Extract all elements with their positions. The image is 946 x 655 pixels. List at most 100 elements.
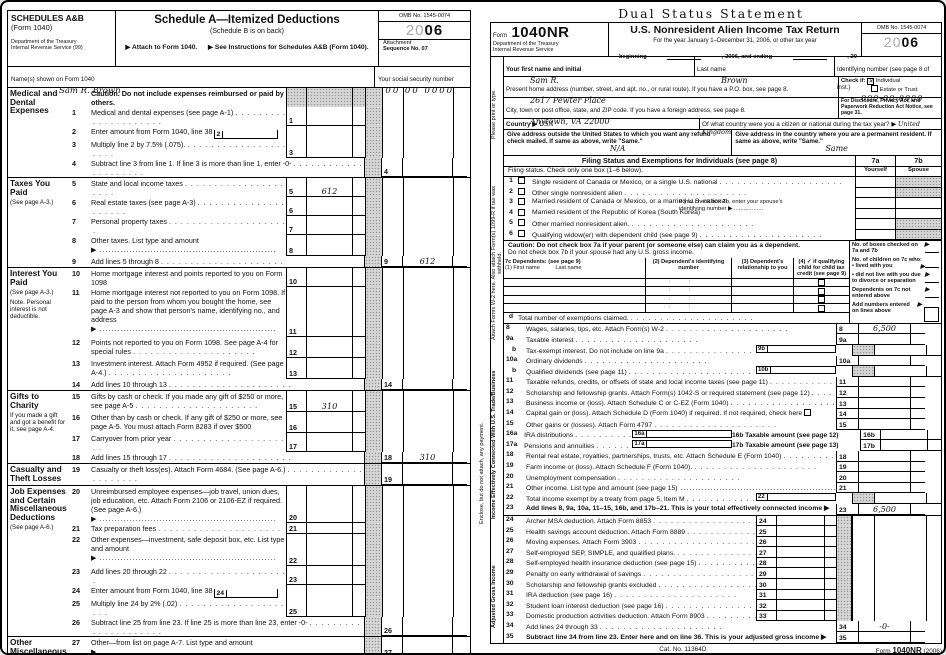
dependent-qc-checkbox[interactable] (818, 304, 825, 312)
sa-line-18-amount[interactable]: 310 (402, 452, 452, 463)
country-field[interactable]: USA (538, 120, 554, 128)
home-address-field[interactable]: 2617 Pewter Place (530, 96, 606, 105)
sa-line-2-inline-box[interactable]: 2 (214, 130, 279, 139)
filing-checkbox-4[interactable] (518, 208, 525, 216)
identifying-number-field[interactable]: 000-00-0000 (861, 94, 924, 103)
nr-line-21-amount[interactable] (858, 482, 910, 494)
dependent-relation-field[interactable] (731, 304, 793, 312)
sa-line-8-amount[interactable] (306, 235, 352, 256)
sa-line-14-amount[interactable] (402, 379, 452, 390)
box-7a-6[interactable] (855, 229, 895, 240)
nr-line-23-amount[interactable]: 6,500 (858, 503, 910, 515)
sa-line-4-amount[interactable] (402, 158, 452, 177)
sa-line-5-amount[interactable]: 612 (306, 178, 352, 197)
sa-line-13-amount[interactable] (306, 358, 352, 379)
dependent-id-field[interactable]: :: (645, 304, 731, 312)
nr-line-22-box[interactable]: 22 (756, 493, 836, 502)
nr-line-17a-box[interactable]: 17a (632, 440, 732, 449)
nr-line-33-amount[interactable] (776, 610, 824, 622)
nr-line-11-amount[interactable] (858, 376, 910, 388)
sa-line-9-amount[interactable]: 612 (402, 256, 452, 267)
nr-line-14-amount[interactable] (858, 408, 910, 420)
sa-line-1-amount[interactable] (306, 107, 352, 126)
sa-line-10-amount[interactable] (306, 268, 352, 287)
box-7b-3[interactable] (895, 198, 941, 209)
nr-line-9a-amount[interactable] (858, 334, 910, 345)
sa-line-25-amount[interactable] (306, 598, 352, 617)
tax-year-begin-field[interactable] (667, 54, 702, 60)
nr-line-16a-box[interactable]: 16a (632, 429, 732, 438)
sa-line-12-amount[interactable] (306, 337, 352, 358)
dependent-relation-field[interactable] (731, 295, 793, 304)
nr-line-27-amount[interactable] (776, 547, 824, 558)
nr-line-28-amount[interactable] (776, 557, 824, 569)
nr-line-13-amount[interactable] (858, 397, 910, 409)
first-name-field[interactable]: Sam R. (530, 76, 559, 85)
box-7b-4[interactable] (895, 208, 941, 219)
nr-line-34-amount[interactable]: -0- (858, 621, 910, 633)
taxpayer-name-field[interactable]: Sam R. Brown (59, 86, 121, 96)
sa-line-6-amount[interactable] (306, 197, 352, 216)
nr-line-24-amount[interactable] (776, 515, 824, 527)
dependent-name-field[interactable] (504, 279, 645, 287)
dependent-id-field[interactable]: :: (645, 287, 731, 295)
filing-checkbox-3[interactable] (518, 198, 525, 205)
nr-line-32-amount[interactable] (776, 600, 824, 611)
nr-line-29-amount[interactable] (776, 568, 824, 580)
nr-line-9b-box[interactable]: 9b (756, 345, 836, 353)
nr-line-16b-amount[interactable] (880, 429, 928, 441)
ssn-field[interactable]: 000 00 0000 (378, 86, 455, 96)
nr-line-20-amount[interactable] (858, 472, 910, 483)
nr-line-31-amount[interactable] (776, 589, 824, 601)
box-7a-5[interactable] (855, 219, 895, 230)
city-state-zip-field[interactable]: Anytown, VA 22000 (530, 117, 610, 126)
dependent-name-field[interactable] (504, 296, 645, 304)
dependent-relation-field[interactable] (731, 287, 793, 295)
sa-line-22-amount[interactable] (306, 534, 352, 566)
sa-line-23-amount[interactable] (306, 566, 352, 585)
dependent-id-field[interactable]: :: (645, 295, 731, 304)
box-7a-2[interactable] (855, 187, 895, 198)
refund-address-field[interactable]: N/A (609, 144, 626, 153)
box-7a-1[interactable] (855, 177, 895, 188)
nr-line-35-amount[interactable] (858, 632, 910, 643)
filing-checkbox-6[interactable] (518, 229, 525, 237)
nr-line-8-amount[interactable]: 6,500 (858, 323, 910, 335)
sa-line-3-amount[interactable] (306, 139, 352, 158)
nr-line-12-amount[interactable] (858, 387, 910, 398)
sa-line-7-amount[interactable] (306, 216, 352, 235)
nr-line-19-amount[interactable] (858, 461, 910, 473)
filing-checkbox-5[interactable] (518, 219, 525, 226)
estate-trust-checkbox[interactable] (871, 85, 878, 92)
exemptions-total-box[interactable] (924, 306, 939, 322)
sa-line-27-amount[interactable] (402, 637, 452, 653)
box-7a-3[interactable] (855, 198, 895, 209)
dependent-qc-checkbox[interactable] (818, 279, 825, 287)
sa-line-17-amount[interactable] (306, 433, 352, 452)
sa-line-16-amount[interactable] (306, 412, 352, 433)
sa-line-19-amount[interactable] (402, 464, 452, 485)
dependent-qc-checkbox[interactable] (818, 287, 825, 295)
individual-checkbox[interactable]: ✕ (867, 78, 875, 85)
sa-line-24-inline-box[interactable]: 24 (214, 589, 279, 598)
nr-line-10b-box[interactable]: 10b (756, 366, 836, 375)
nr-line-15-amount[interactable] (858, 419, 910, 430)
filing-checkbox-2[interactable] (518, 187, 525, 195)
nr-line-30-amount[interactable] (776, 579, 824, 590)
dependent-name-field[interactable] (504, 287, 645, 295)
dependent-qc-checkbox[interactable] (818, 296, 825, 304)
last-name-field[interactable]: Brown (721, 76, 748, 85)
nr-line-18-amount[interactable] (858, 450, 910, 462)
nr-line-25-amount[interactable] (776, 526, 824, 537)
line14-not-required-checkbox[interactable] (804, 409, 812, 417)
dependent-name-field[interactable] (504, 304, 645, 312)
sa-line-11-amount[interactable] (306, 287, 352, 337)
filing-checkbox-1[interactable] (518, 177, 525, 184)
dependent-relation-field[interactable] (731, 278, 793, 287)
sa-line-20-amount[interactable] (306, 486, 352, 523)
sa-line-26-amount[interactable] (402, 617, 452, 636)
sa-line-21-amount[interactable] (306, 523, 352, 534)
permanent-address-field[interactable]: Same (825, 144, 848, 153)
nr-line-17b-amount[interactable] (880, 440, 928, 451)
nr-line-10a-amount[interactable] (858, 355, 910, 367)
